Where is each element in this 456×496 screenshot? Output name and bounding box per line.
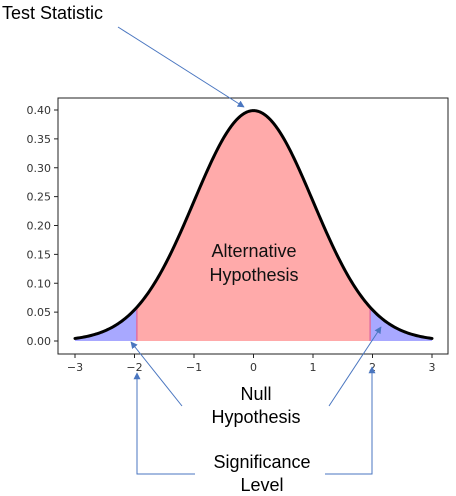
significance-left-arrow bbox=[133, 372, 195, 475]
alternative-hypothesis-label-line2: Hypothesis bbox=[209, 265, 298, 285]
null-left-arrow bbox=[130, 341, 183, 407]
right-tail-region bbox=[370, 307, 432, 341]
alternative-region bbox=[136, 110, 371, 341]
y-tick-label: 0.25 bbox=[27, 191, 52, 204]
x-tick-label: −3 bbox=[67, 361, 83, 374]
x-tick-label: 1 bbox=[310, 361, 317, 374]
test-statistic-label: Test Statistic bbox=[2, 3, 103, 23]
x-tick-label: 3 bbox=[429, 361, 436, 374]
significance-right-arrow bbox=[325, 366, 376, 475]
y-tick-label: 0.20 bbox=[27, 220, 52, 233]
significance-level-label-line2: Level bbox=[240, 475, 283, 495]
test-statistic-arrow bbox=[117, 26, 245, 108]
x-tick-label: 0 bbox=[250, 361, 257, 374]
y-tick-label: 0.00 bbox=[27, 335, 52, 348]
boundary-layer bbox=[136, 307, 371, 341]
y-tick-label: 0.15 bbox=[27, 248, 52, 261]
y-tick-label: 0.30 bbox=[27, 162, 52, 175]
annotation-arrows bbox=[117, 26, 382, 475]
normal-curve bbox=[73, 109, 434, 340]
null-hypothesis-label-line2: Hypothesis bbox=[211, 407, 300, 427]
y-tick-label: 0.05 bbox=[27, 306, 52, 319]
null-right-arrow bbox=[328, 326, 382, 407]
curve-layer bbox=[73, 109, 434, 340]
regions-layer bbox=[75, 110, 432, 341]
x-axis: −3 −2 −1 0 1 2 3 bbox=[67, 354, 436, 374]
x-tick-label: −2 bbox=[126, 361, 142, 374]
left-tail-region bbox=[75, 307, 137, 341]
null-hypothesis-label-line1: Null bbox=[240, 384, 271, 404]
significance-level-label-line1: Significance bbox=[213, 452, 310, 472]
y-tick-label: 0.35 bbox=[27, 133, 52, 146]
y-axis: 0.00 0.05 0.10 0.15 0.20 0.25 0.30 0.35 0.40 bbox=[27, 104, 58, 348]
y-tick-label: 0.10 bbox=[27, 277, 52, 290]
y-tick-label: 0.40 bbox=[27, 104, 52, 117]
alternative-hypothesis-label-line1: Alternative bbox=[211, 241, 296, 261]
x-tick-label: −1 bbox=[186, 361, 202, 374]
